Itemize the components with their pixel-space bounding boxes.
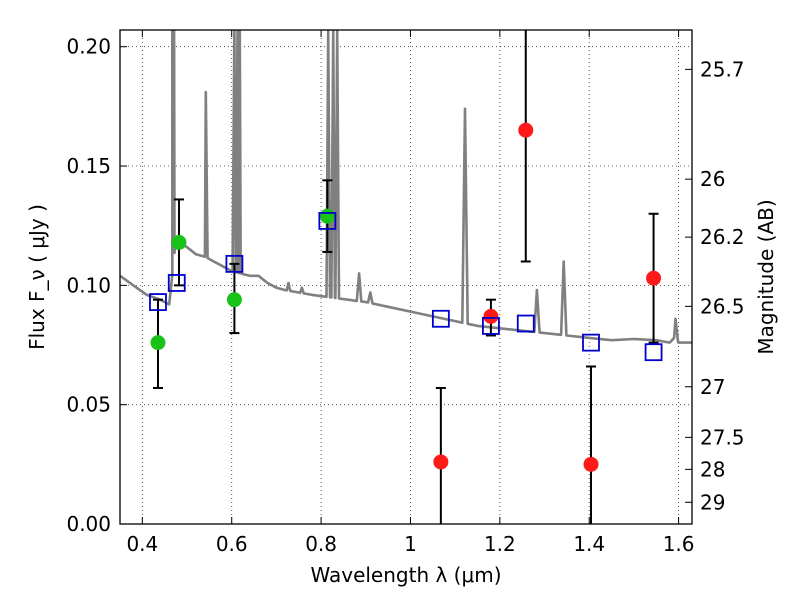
y-tick-label: 0.20 <box>66 35 111 59</box>
magnitude-tick-label: 27.5 <box>700 425 745 449</box>
x-tick-label: 0.6 <box>216 532 248 556</box>
y-axis-ticks: 0.00 0.05 0.10 0.15 0.20 <box>66 35 127 536</box>
magnitude-tick-label: 27 <box>700 375 725 399</box>
y-tick-label: 0.15 <box>66 154 111 178</box>
data-point <box>319 208 335 224</box>
x-axis-label: Wavelength λ (μm) <box>310 563 501 587</box>
y-tick-label: 0.00 <box>66 512 111 536</box>
model-square <box>582 333 600 352</box>
data-point <box>646 270 662 286</box>
data-point <box>483 308 499 324</box>
magnitude-tick-label: 29 <box>700 490 725 514</box>
plot-frame <box>119 29 693 525</box>
model-square <box>644 343 663 362</box>
y-tick-label: 0.05 <box>66 393 111 417</box>
magnitude-tick-label: 26.5 <box>700 294 745 318</box>
data-point <box>583 456 599 472</box>
magnitude-tick-label: 28 <box>700 457 725 481</box>
model-square <box>225 254 244 273</box>
magnitude-tick-label: 25.7 <box>700 57 745 81</box>
model-square <box>167 274 186 292</box>
x-axis-ticks: 0.4 0.6 0.8 1 1.2 1.4 1.6 <box>126 30 695 556</box>
model-square <box>482 317 500 335</box>
model-square <box>149 293 167 311</box>
x-tick-label: 1.6 <box>663 532 695 556</box>
data-marks <box>149 30 663 524</box>
x-tick-label: 0.4 <box>126 532 158 556</box>
y-tick-label: 0.10 <box>66 273 111 297</box>
spectrum-layer <box>120 30 692 344</box>
magnitude-tick-label: 26.2 <box>700 225 745 249</box>
x-tick-label: 1.2 <box>484 532 516 556</box>
x-tick-label: 0.8 <box>305 532 337 556</box>
x-tick-label: 1.4 <box>573 532 605 556</box>
data-point <box>433 454 449 470</box>
spectrum-line <box>120 30 692 344</box>
data-point <box>171 234 187 250</box>
data-point <box>226 292 242 308</box>
data-point <box>150 335 166 351</box>
model-square <box>516 314 535 333</box>
y-axis-label: Flux F_ν ( μJy ) <box>25 204 49 350</box>
magnitude-axis-ticks: 25.7 26 26.2 26.5 27 27.5 28 29 <box>685 57 745 514</box>
magnitude-tick-label: 26 <box>700 167 725 191</box>
x-tick-label: 1 <box>404 532 417 556</box>
grid-lines <box>120 30 692 524</box>
magnitude-axis-label: Magnitude (AB) <box>754 199 778 354</box>
model-square <box>431 309 450 328</box>
model-square <box>318 212 337 230</box>
data-point <box>518 122 534 138</box>
